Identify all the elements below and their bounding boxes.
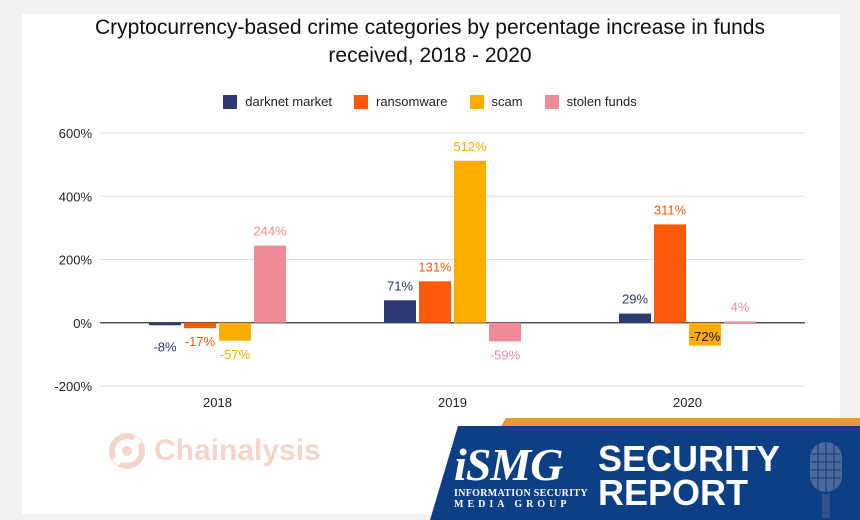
data-label: -17% [185,334,216,349]
security-report-title: SECURITY REPORT [598,438,781,513]
y-tick-label: -200% [54,379,92,394]
chart-legend: darknet market ransomware scam stolen fu… [0,94,860,109]
data-label: 311% [654,202,687,217]
data-label: 29% [622,292,648,307]
ismg-security-report-banner: iSMG INFORMATION SECURITY MEDIA GROUP SE… [430,418,860,520]
bar-darknet-market-2020 [619,313,651,323]
legend-item-darknet: darknet market [223,94,332,109]
data-label: 4% [731,299,750,314]
y-tick-label: 0% [73,316,92,331]
banner-background [430,426,860,520]
y-tick-label: 400% [59,189,93,204]
bar-stolen-funds-2018 [254,245,286,323]
legend-swatch-scam [469,94,484,109]
legend-label-darknet: darknet market [245,94,332,109]
chainalysis-logo-icon [109,433,145,469]
legend-label-ransomware: ransomware [376,94,448,109]
y-tick-label: 200% [59,253,93,268]
y-tick-label: 600% [59,126,93,141]
ismg-logo: iSMG [454,439,563,490]
bar-stolen-funds-2019 [489,322,521,342]
bar-darknet-market-2019 [384,300,416,323]
chainalysis-wordmark: Chainalysis [154,434,321,467]
bar-darknet-market-2018 [149,322,181,326]
bar-stolen-funds-2020 [724,321,756,323]
chart-title: Cryptocurrency-based crime categories by… [0,14,860,70]
security-report-line2: REPORT [598,472,749,513]
x-tick-label: 2019 [438,395,467,410]
bar-ransomware-2019 [419,281,451,323]
legend-swatch-stolen-funds [544,94,559,109]
bar-scam-2019 [454,160,486,323]
data-label: 512% [453,139,487,154]
bar-scam-2020 [689,322,721,346]
chart-title-line2: received, 2018 - 2020 [328,44,532,67]
data-label: 244% [253,224,287,239]
legend-item-stolen-funds: stolen funds [544,94,637,109]
legend-swatch-darknet [223,94,238,109]
data-label: 71% [387,278,413,293]
security-report-line1: SECURITY [598,438,781,479]
bar-ransomware-2020 [654,224,686,323]
data-label: -57% [220,347,251,362]
x-tick-label: 2020 [673,395,702,410]
data-label: 131% [418,259,452,274]
legend-label-scam: scam [491,94,523,109]
bar-scam-2018 [219,322,251,341]
ismg-subtitle-line2: MEDIA GROUP [454,499,571,510]
bar-ransomware-2018 [184,322,216,329]
legend-label-stolen-funds: stolen funds [566,94,637,109]
legend-item-scam: scam [469,94,523,109]
legend-item-ransomware: ransomware [354,94,448,109]
banner-accent-stripe [500,418,860,428]
chainalysis-watermark: Chainalysis [108,432,321,470]
microphone-icon [810,442,842,518]
ismg-subtitle-line1: INFORMATION SECURITY [454,488,588,499]
ismg-subtitle: INFORMATION SECURITY MEDIA GROUP [454,488,588,510]
legend-swatch-ransomware [354,94,368,109]
chart-title-line1: Cryptocurrency-based crime categories by… [94,16,765,39]
data-label: -72% [690,329,721,344]
x-tick-label: 2018 [203,395,232,410]
data-label: -59% [490,347,521,362]
data-label: -8% [153,339,177,354]
